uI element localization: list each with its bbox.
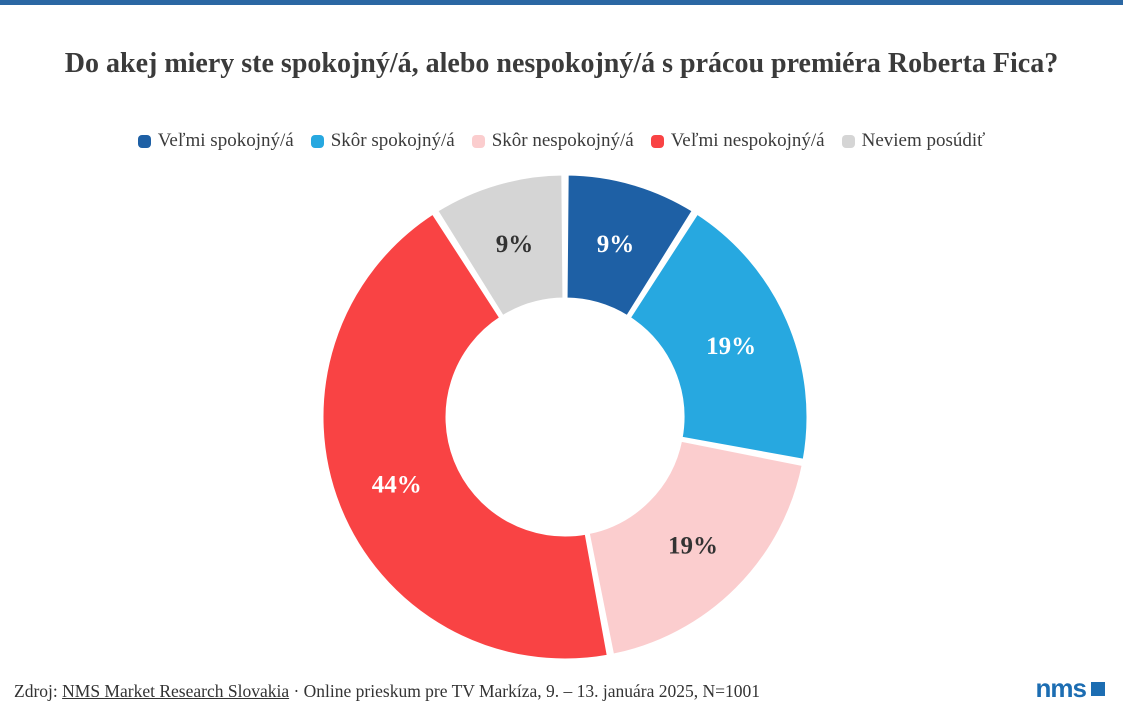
- top-accent-bar: [0, 0, 1123, 5]
- legend-label: Skôr nespokojný/á: [491, 130, 634, 151]
- donut-segment-4[interactable]: [320, 211, 610, 662]
- nms-logo-text: nms: [1035, 673, 1087, 703]
- legend-label: Veľmi spokojný/á: [157, 130, 294, 151]
- nms-logo[interactable]: nms: [1036, 675, 1105, 701]
- segment-value-label: 9%: [597, 231, 635, 258]
- legend-item-5[interactable]: Neviem posúdiť: [841, 130, 986, 152]
- page-title: Do akej miery ste spokojný/á, alebo nesp…: [64, 48, 1059, 79]
- legend-label: Neviem posúdiť: [861, 130, 986, 151]
- donut-chart-svg: 9% 19% 19% 44% 9%: [320, 172, 810, 662]
- segment-value-label: 9%: [496, 231, 534, 258]
- source-prefix: Zdroj:: [14, 681, 63, 701]
- legend: Veľmi spokojný/á Skôr spokojný/á Skôr nesp…: [0, 130, 1123, 152]
- legend-label: Skôr spokojný/á: [330, 130, 455, 151]
- legend-item-3[interactable]: Skôr nespokojný/á: [471, 130, 634, 152]
- legend-item-2[interactable]: Skôr spokojný/á: [310, 130, 455, 152]
- donut-segment-5[interactable]: [435, 172, 566, 319]
- legend-item-4[interactable]: Veľmi nespokojný/á: [650, 130, 825, 152]
- legend-swatch-icon: [137, 134, 151, 148]
- source-link[interactable]: NMS Market Research Slovakia: [62, 681, 290, 701]
- segment-value-label: 19%: [668, 533, 718, 560]
- donut-segment-3[interactable]: [586, 438, 805, 657]
- donut-segment-2[interactable]: [627, 211, 810, 462]
- source-line: Zdroj: NMS Market Research Slovakia · On…: [14, 681, 760, 702]
- legend-item-1[interactable]: Veľmi spokojný/á: [137, 130, 294, 152]
- legend-label: Veľmi nespokojný/á: [670, 130, 825, 151]
- segment-value-label: 19%: [706, 333, 756, 360]
- segment-value-label: 44%: [372, 471, 422, 498]
- donut-chart: 9% 19% 19% 44% 9%: [305, 157, 825, 677]
- legend-swatch-icon: [841, 134, 855, 148]
- legend-swatch-icon: [471, 134, 485, 148]
- legend-swatch-icon: [310, 134, 324, 148]
- nms-logo-square-icon: [1091, 682, 1105, 696]
- donut-segment-1[interactable]: [564, 172, 695, 319]
- source-suffix: · Online prieskum pre TV Markíza, 9. – 1…: [289, 681, 761, 701]
- legend-swatch-icon: [650, 134, 664, 148]
